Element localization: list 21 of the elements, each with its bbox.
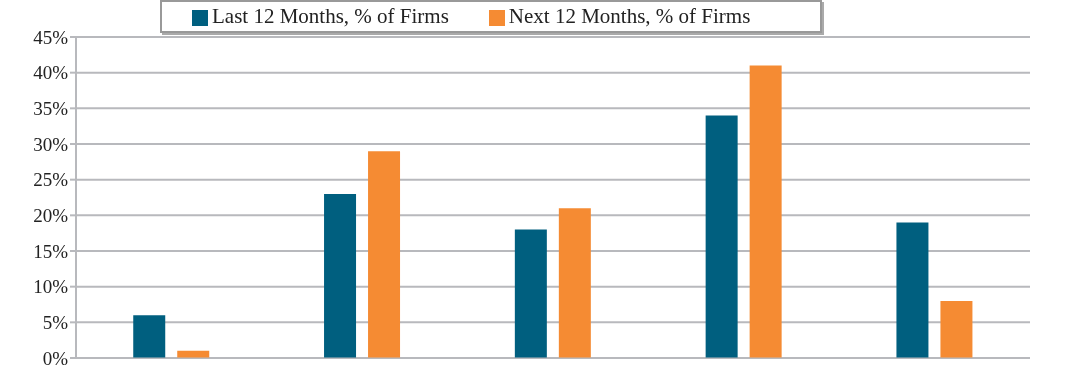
bar xyxy=(133,315,166,358)
bar xyxy=(514,229,547,358)
y-tick-label: 20% xyxy=(33,205,69,227)
bar xyxy=(324,193,357,358)
bar xyxy=(896,222,929,358)
bar xyxy=(749,65,782,358)
y-tick-label: 25% xyxy=(33,169,69,191)
legend-label: Next 12 Months, % of Firms xyxy=(508,4,751,28)
y-tick-label: 40% xyxy=(33,62,69,84)
y-tick-label: 0% xyxy=(42,347,69,369)
y-tick-label: 15% xyxy=(33,240,69,262)
bar xyxy=(705,115,738,358)
bar xyxy=(368,151,401,358)
y-tick-label: 35% xyxy=(33,98,69,120)
y-tick-label: 30% xyxy=(33,133,69,155)
bar xyxy=(940,300,973,358)
y-tick-label: 5% xyxy=(42,312,69,334)
legend-label: Last 12 Months, % of Firms xyxy=(212,4,449,28)
bar xyxy=(558,208,591,358)
y-tick-label: 10% xyxy=(33,276,69,298)
y-tick-label: 45% xyxy=(33,26,69,48)
